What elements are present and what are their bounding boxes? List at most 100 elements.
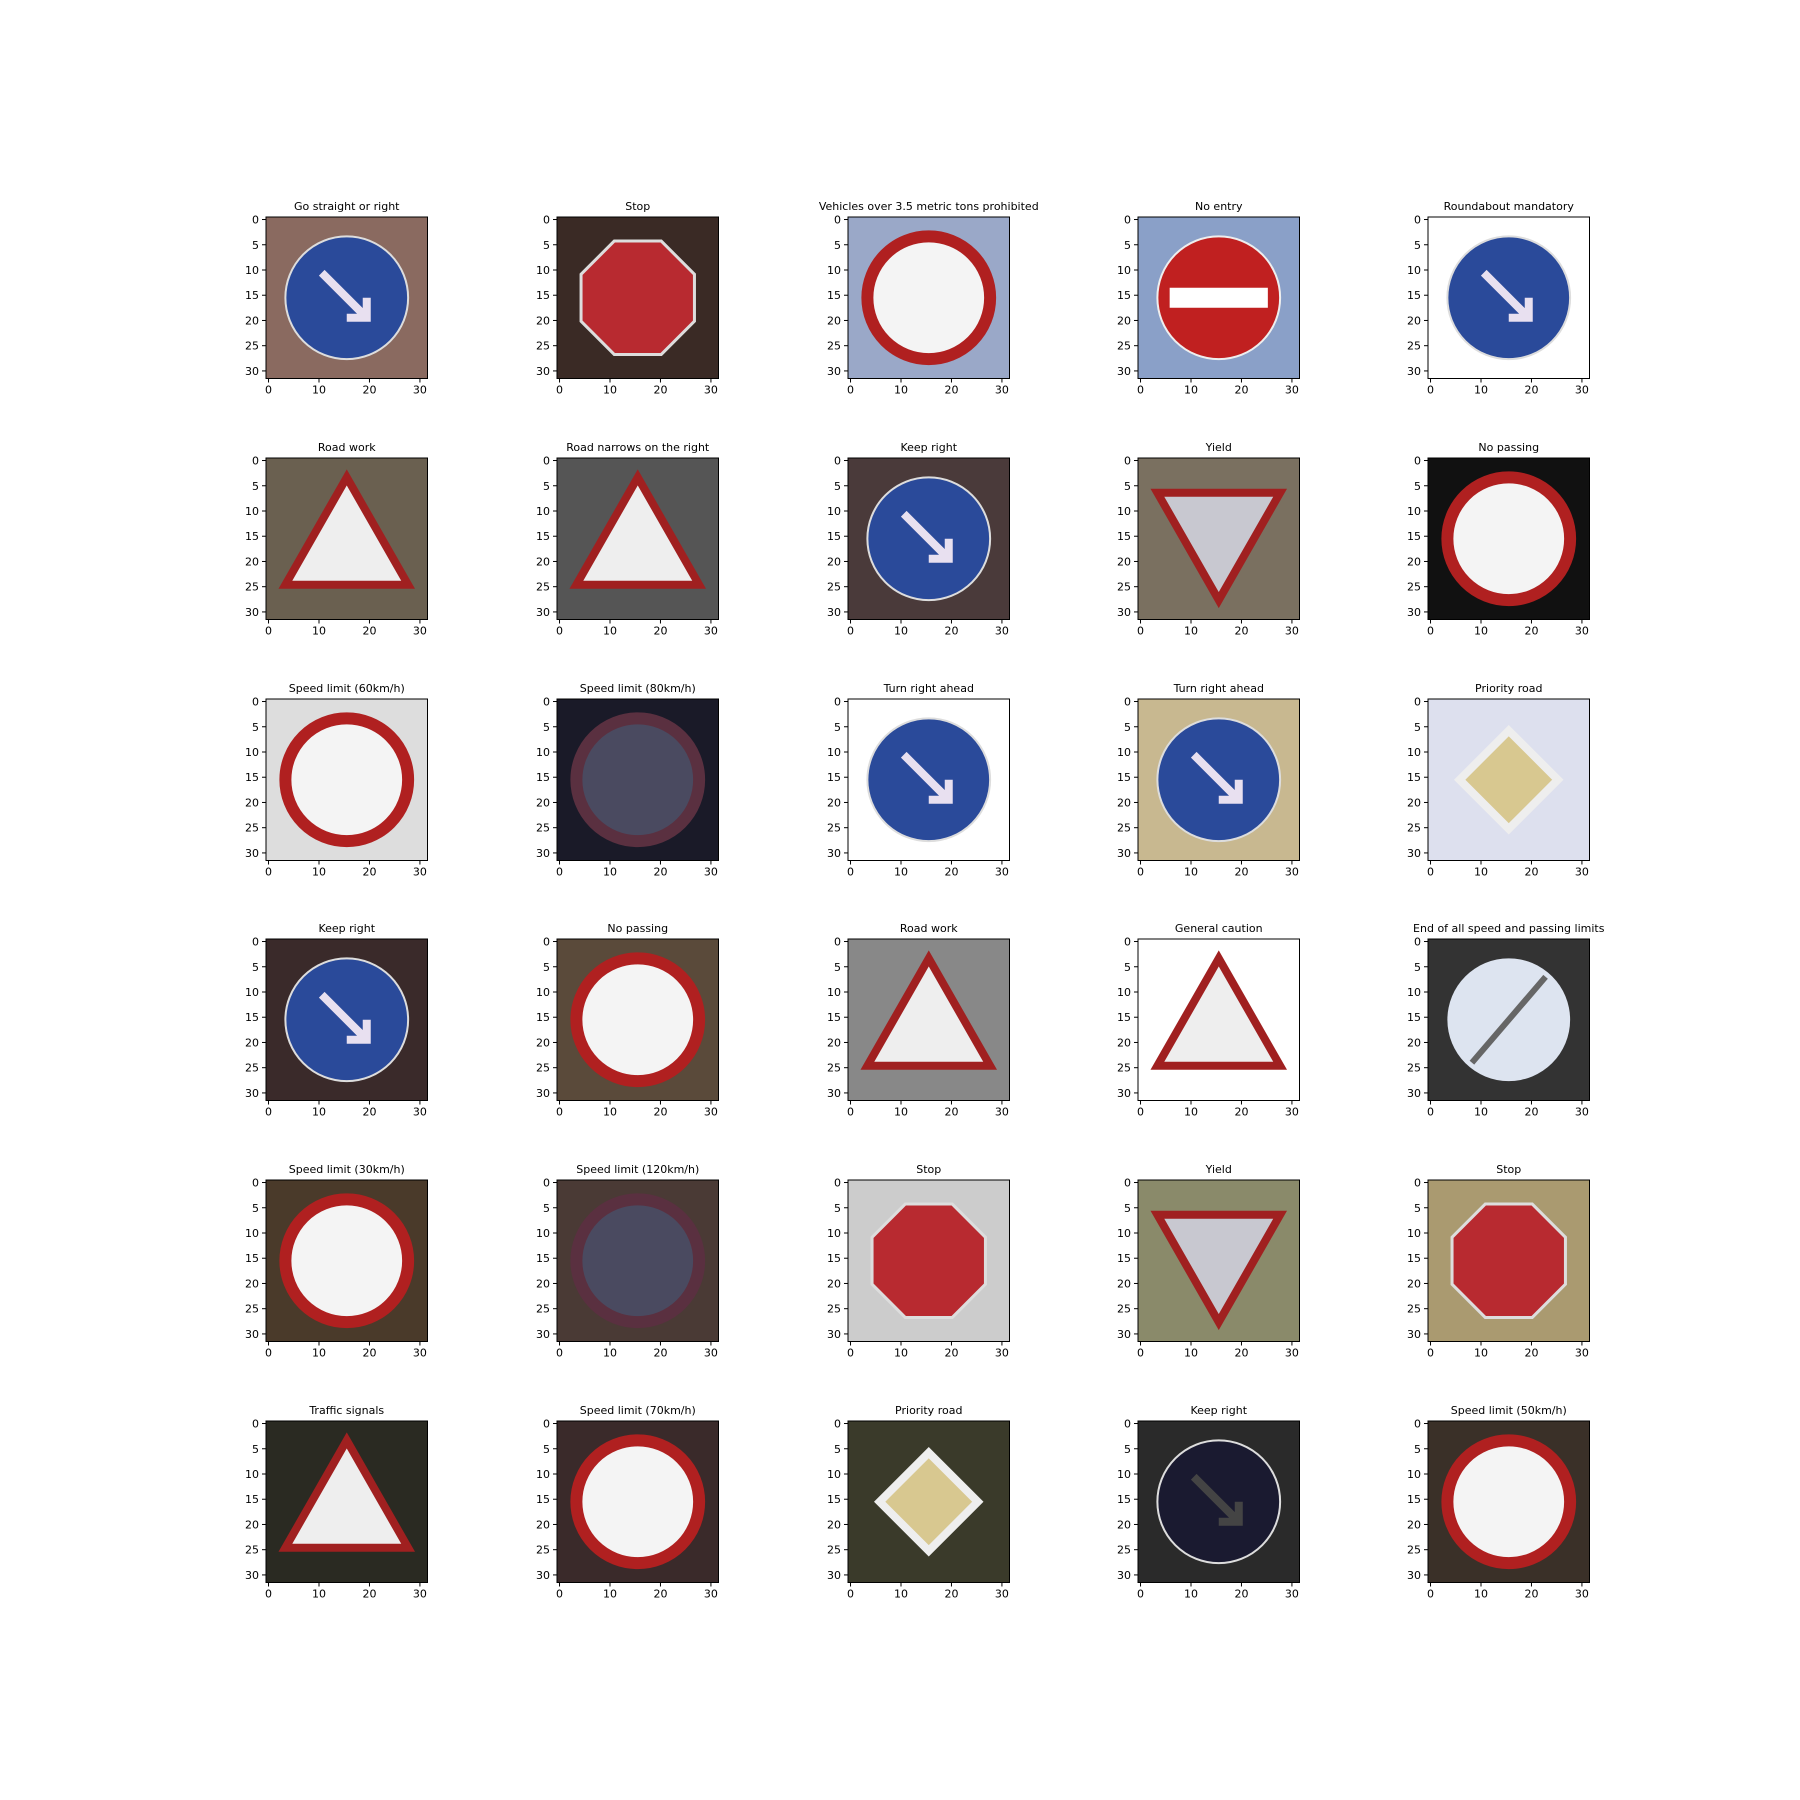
y-tick-label: 5 — [1414, 480, 1421, 493]
x-tick-label: 0 — [556, 1588, 563, 1601]
subplot-title: Priority road — [895, 1404, 962, 1417]
x-tick-label: 20 — [1524, 625, 1538, 638]
subplot-title: Stop — [1496, 1163, 1521, 1176]
x-tick-label: 30 — [704, 1106, 718, 1119]
subplot: Speed limit (30km/h) 0 10 20 30 0 5 10 15 20 25 30 — [245, 1163, 428, 1360]
x-tick-label: 30 — [704, 1588, 718, 1601]
y-tick-label: 5 — [1124, 480, 1131, 493]
x-tick-label: 30 — [995, 1106, 1009, 1119]
y-tick-label: 10 — [536, 746, 550, 759]
sign-symbol — [318, 991, 371, 1044]
y-tick-label: 0 — [252, 696, 259, 709]
y-tick-label: 10 — [1407, 986, 1421, 999]
x-tick-label: 10 — [603, 1106, 617, 1119]
axes-frame — [265, 1420, 428, 1583]
y-tick-label: 10 — [1407, 746, 1421, 759]
axes-frame — [1427, 1420, 1590, 1583]
x-tick-label: 30 — [704, 625, 718, 638]
subplot-title: Speed limit (50km/h) — [1451, 1404, 1567, 1417]
y-tick-label: 20 — [1117, 1036, 1131, 1049]
y-tick-label: 30 — [827, 847, 841, 860]
y-tick-label: 10 — [1117, 505, 1131, 518]
sign-shape — [570, 712, 706, 848]
axes-frame — [1137, 698, 1300, 861]
subplot: Stop 0 10 20 30 0 5 10 15 20 25 30 — [827, 1163, 1010, 1360]
axes-frame — [556, 1420, 719, 1583]
x-tick-label: 10 — [1184, 866, 1198, 879]
y-tick-label: 20 — [245, 1518, 259, 1531]
sign-shape — [1450, 1202, 1567, 1319]
y-tick-label: 10 — [536, 986, 550, 999]
y-tick-label: 20 — [245, 1277, 259, 1290]
subplot: Yield 0 10 20 30 0 5 10 15 20 25 30 — [1117, 441, 1300, 638]
x-tick-label: 20 — [653, 1106, 667, 1119]
y-tick-label: 30 — [1117, 1087, 1131, 1100]
subplot-title: Turn right ahead — [883, 682, 974, 695]
y-tick-label: 10 — [1117, 746, 1131, 759]
y-tick-label: 20 — [1117, 555, 1131, 568]
y-tick-label: 30 — [1407, 1569, 1421, 1582]
subplot: Road work 0 10 20 30 0 5 10 15 20 25 30 — [827, 922, 1010, 1119]
y-tick-label: 15 — [245, 1493, 259, 1506]
x-tick-label: 0 — [847, 866, 854, 879]
subplot-title: Keep right — [900, 441, 957, 454]
sign-shape — [1150, 1210, 1288, 1331]
subplot-title: Yield — [1205, 441, 1232, 454]
axes-frame — [1137, 216, 1300, 379]
sign-image — [848, 939, 1010, 1101]
y-tick-label: 25 — [536, 822, 550, 835]
sign-image — [1138, 699, 1300, 861]
y-tick-label: 30 — [536, 365, 550, 378]
sign-shape — [279, 712, 415, 848]
y-tick-label: 15 — [827, 1493, 841, 1506]
y-tick-label: 20 — [245, 555, 259, 568]
x-tick-label: 0 — [1137, 866, 1144, 879]
subplot-title: Road work — [900, 922, 958, 935]
y-tick-label: 25 — [536, 1303, 550, 1316]
x-tick-label: 20 — [362, 1106, 376, 1119]
axes-frame — [265, 457, 428, 620]
y-tick-label: 20 — [1407, 314, 1421, 327]
x-tick-label: 30 — [413, 1588, 427, 1601]
subplot: Priority road 0 10 20 30 0 5 10 15 20 25 30 — [827, 1404, 1010, 1601]
sign-shape — [569, 469, 707, 589]
x-tick-label: 0 — [556, 1106, 563, 1119]
y-tick-label: 10 — [1407, 505, 1421, 518]
x-tick-label: 20 — [362, 1347, 376, 1360]
x-tick-label: 30 — [1285, 625, 1299, 638]
y-tick-label: 5 — [252, 721, 259, 734]
y-tick-label: 0 — [1124, 936, 1131, 949]
y-tick-label: 30 — [1117, 1569, 1131, 1582]
x-tick-label: 10 — [1184, 1347, 1198, 1360]
y-tick-label: 15 — [1117, 1493, 1131, 1506]
y-tick-label: 0 — [252, 1418, 259, 1431]
y-tick-label: 30 — [245, 1087, 259, 1100]
x-tick-label: 20 — [1524, 1106, 1538, 1119]
x-tick-label: 20 — [1524, 1588, 1538, 1601]
x-tick-label: 0 — [1427, 866, 1434, 879]
x-tick-label: 30 — [995, 1347, 1009, 1360]
y-tick-label: 15 — [1407, 771, 1421, 784]
subplot-title: End of all speed and passing limits — [1413, 922, 1605, 935]
subplot-title: Yield — [1205, 1163, 1232, 1176]
y-tick-label: 0 — [1124, 1177, 1131, 1190]
y-tick-label: 0 — [543, 696, 550, 709]
y-tick-label: 30 — [536, 1328, 550, 1341]
x-tick-label: 30 — [1575, 1588, 1589, 1601]
y-tick-label: 15 — [1407, 289, 1421, 302]
sign-image — [266, 217, 428, 379]
y-tick-label: 10 — [1117, 1468, 1131, 1481]
axes-frame — [847, 1179, 1010, 1342]
y-tick-label: 25 — [536, 1544, 550, 1557]
y-tick-label: 5 — [543, 721, 550, 734]
subplot-title: Speed limit (120km/h) — [576, 1163, 699, 1176]
sign-image — [1138, 939, 1300, 1101]
y-tick-label: 25 — [827, 1303, 841, 1316]
y-tick-label: 10 — [827, 505, 841, 518]
y-tick-label: 0 — [543, 455, 550, 468]
y-tick-label: 15 — [245, 1011, 259, 1024]
y-tick-label: 30 — [1407, 1087, 1421, 1100]
y-tick-label: 5 — [1124, 961, 1131, 974]
x-tick-label: 10 — [894, 1347, 908, 1360]
